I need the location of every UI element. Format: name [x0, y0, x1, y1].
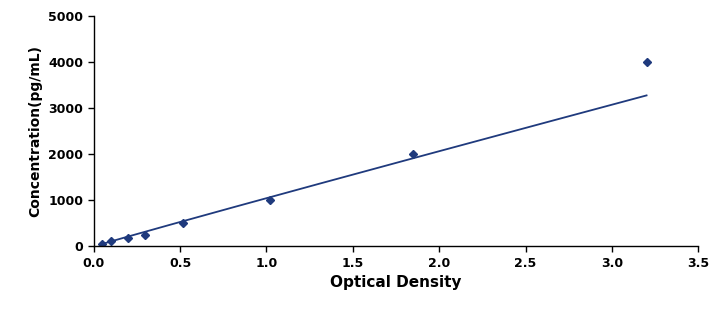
X-axis label: Optical Density: Optical Density	[330, 276, 462, 290]
Y-axis label: Concentration(pg/mL): Concentration(pg/mL)	[29, 45, 42, 217]
